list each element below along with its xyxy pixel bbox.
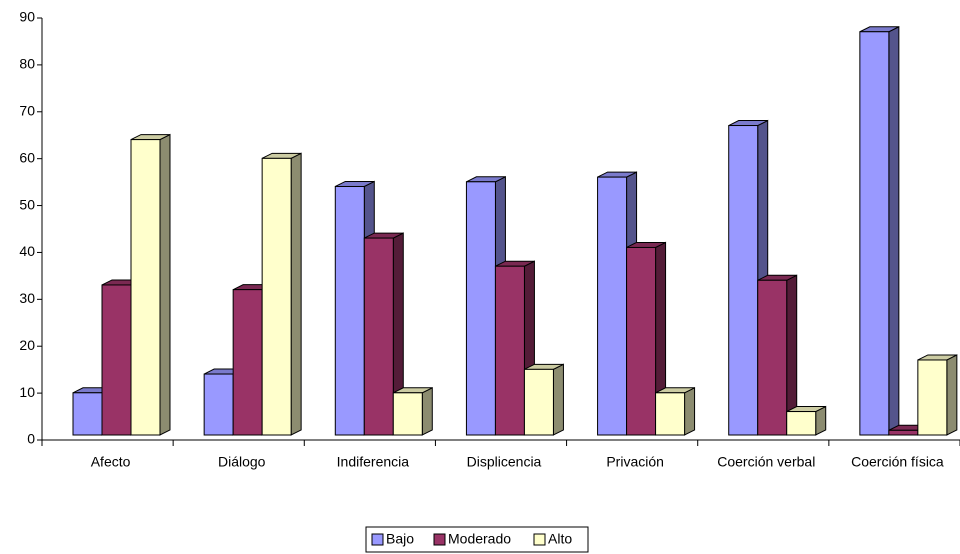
bar bbox=[101, 284, 132, 436]
bar bbox=[786, 411, 817, 436]
x-tick-label: Privación bbox=[606, 454, 664, 470]
x-tick-label: Indiferencia bbox=[337, 454, 410, 470]
x-tick-label: Displicencia bbox=[467, 454, 542, 470]
bar bbox=[261, 157, 292, 436]
y-tick-label: 60 bbox=[19, 149, 35, 165]
bar bbox=[334, 185, 365, 436]
bar bbox=[465, 181, 496, 436]
x-tick-label: Coerción verbal bbox=[717, 454, 815, 470]
bar bbox=[888, 429, 919, 436]
x-tick-label: Afecto bbox=[91, 454, 131, 470]
bar bbox=[597, 176, 628, 436]
bar bbox=[232, 289, 263, 436]
bar-side bbox=[552, 363, 564, 436]
legend-label: Alto bbox=[548, 531, 572, 547]
bar bbox=[523, 368, 554, 436]
bar-side bbox=[421, 386, 433, 436]
y-tick-label: 30 bbox=[19, 290, 35, 306]
legend-label: Bajo bbox=[386, 531, 414, 547]
bar bbox=[728, 125, 759, 436]
legend-box bbox=[365, 526, 589, 553]
x-tick-label: Coerción física bbox=[851, 454, 944, 470]
y-tick-label: 90 bbox=[19, 9, 35, 25]
legend-swatch bbox=[433, 533, 446, 546]
bar bbox=[859, 31, 890, 436]
y-tick-label: 50 bbox=[19, 196, 35, 212]
bar bbox=[130, 139, 161, 436]
legend-label: Moderado bbox=[448, 531, 511, 547]
y-tick-label: 80 bbox=[19, 56, 35, 72]
legend-swatch bbox=[371, 533, 384, 546]
y-tick-label: 0 bbox=[27, 431, 35, 447]
bar bbox=[655, 392, 686, 436]
bar bbox=[72, 392, 103, 436]
y-tick-label: 70 bbox=[19, 102, 35, 118]
bar bbox=[626, 246, 657, 436]
bar-side bbox=[946, 354, 958, 436]
bar-side bbox=[290, 152, 302, 436]
y-tick-label: 40 bbox=[19, 243, 35, 259]
bar bbox=[392, 392, 423, 436]
bar bbox=[917, 359, 948, 436]
bar-side bbox=[684, 386, 696, 436]
bar bbox=[363, 237, 394, 436]
legend-swatch bbox=[533, 533, 546, 546]
x-tick-label: Diálogo bbox=[218, 454, 266, 470]
bar bbox=[757, 279, 788, 436]
bar-side bbox=[888, 25, 900, 436]
y-tick-label: 20 bbox=[19, 337, 35, 353]
bar-side bbox=[159, 133, 171, 436]
bar bbox=[203, 373, 234, 436]
bar bbox=[494, 265, 525, 436]
y-tick-label: 10 bbox=[19, 384, 35, 400]
